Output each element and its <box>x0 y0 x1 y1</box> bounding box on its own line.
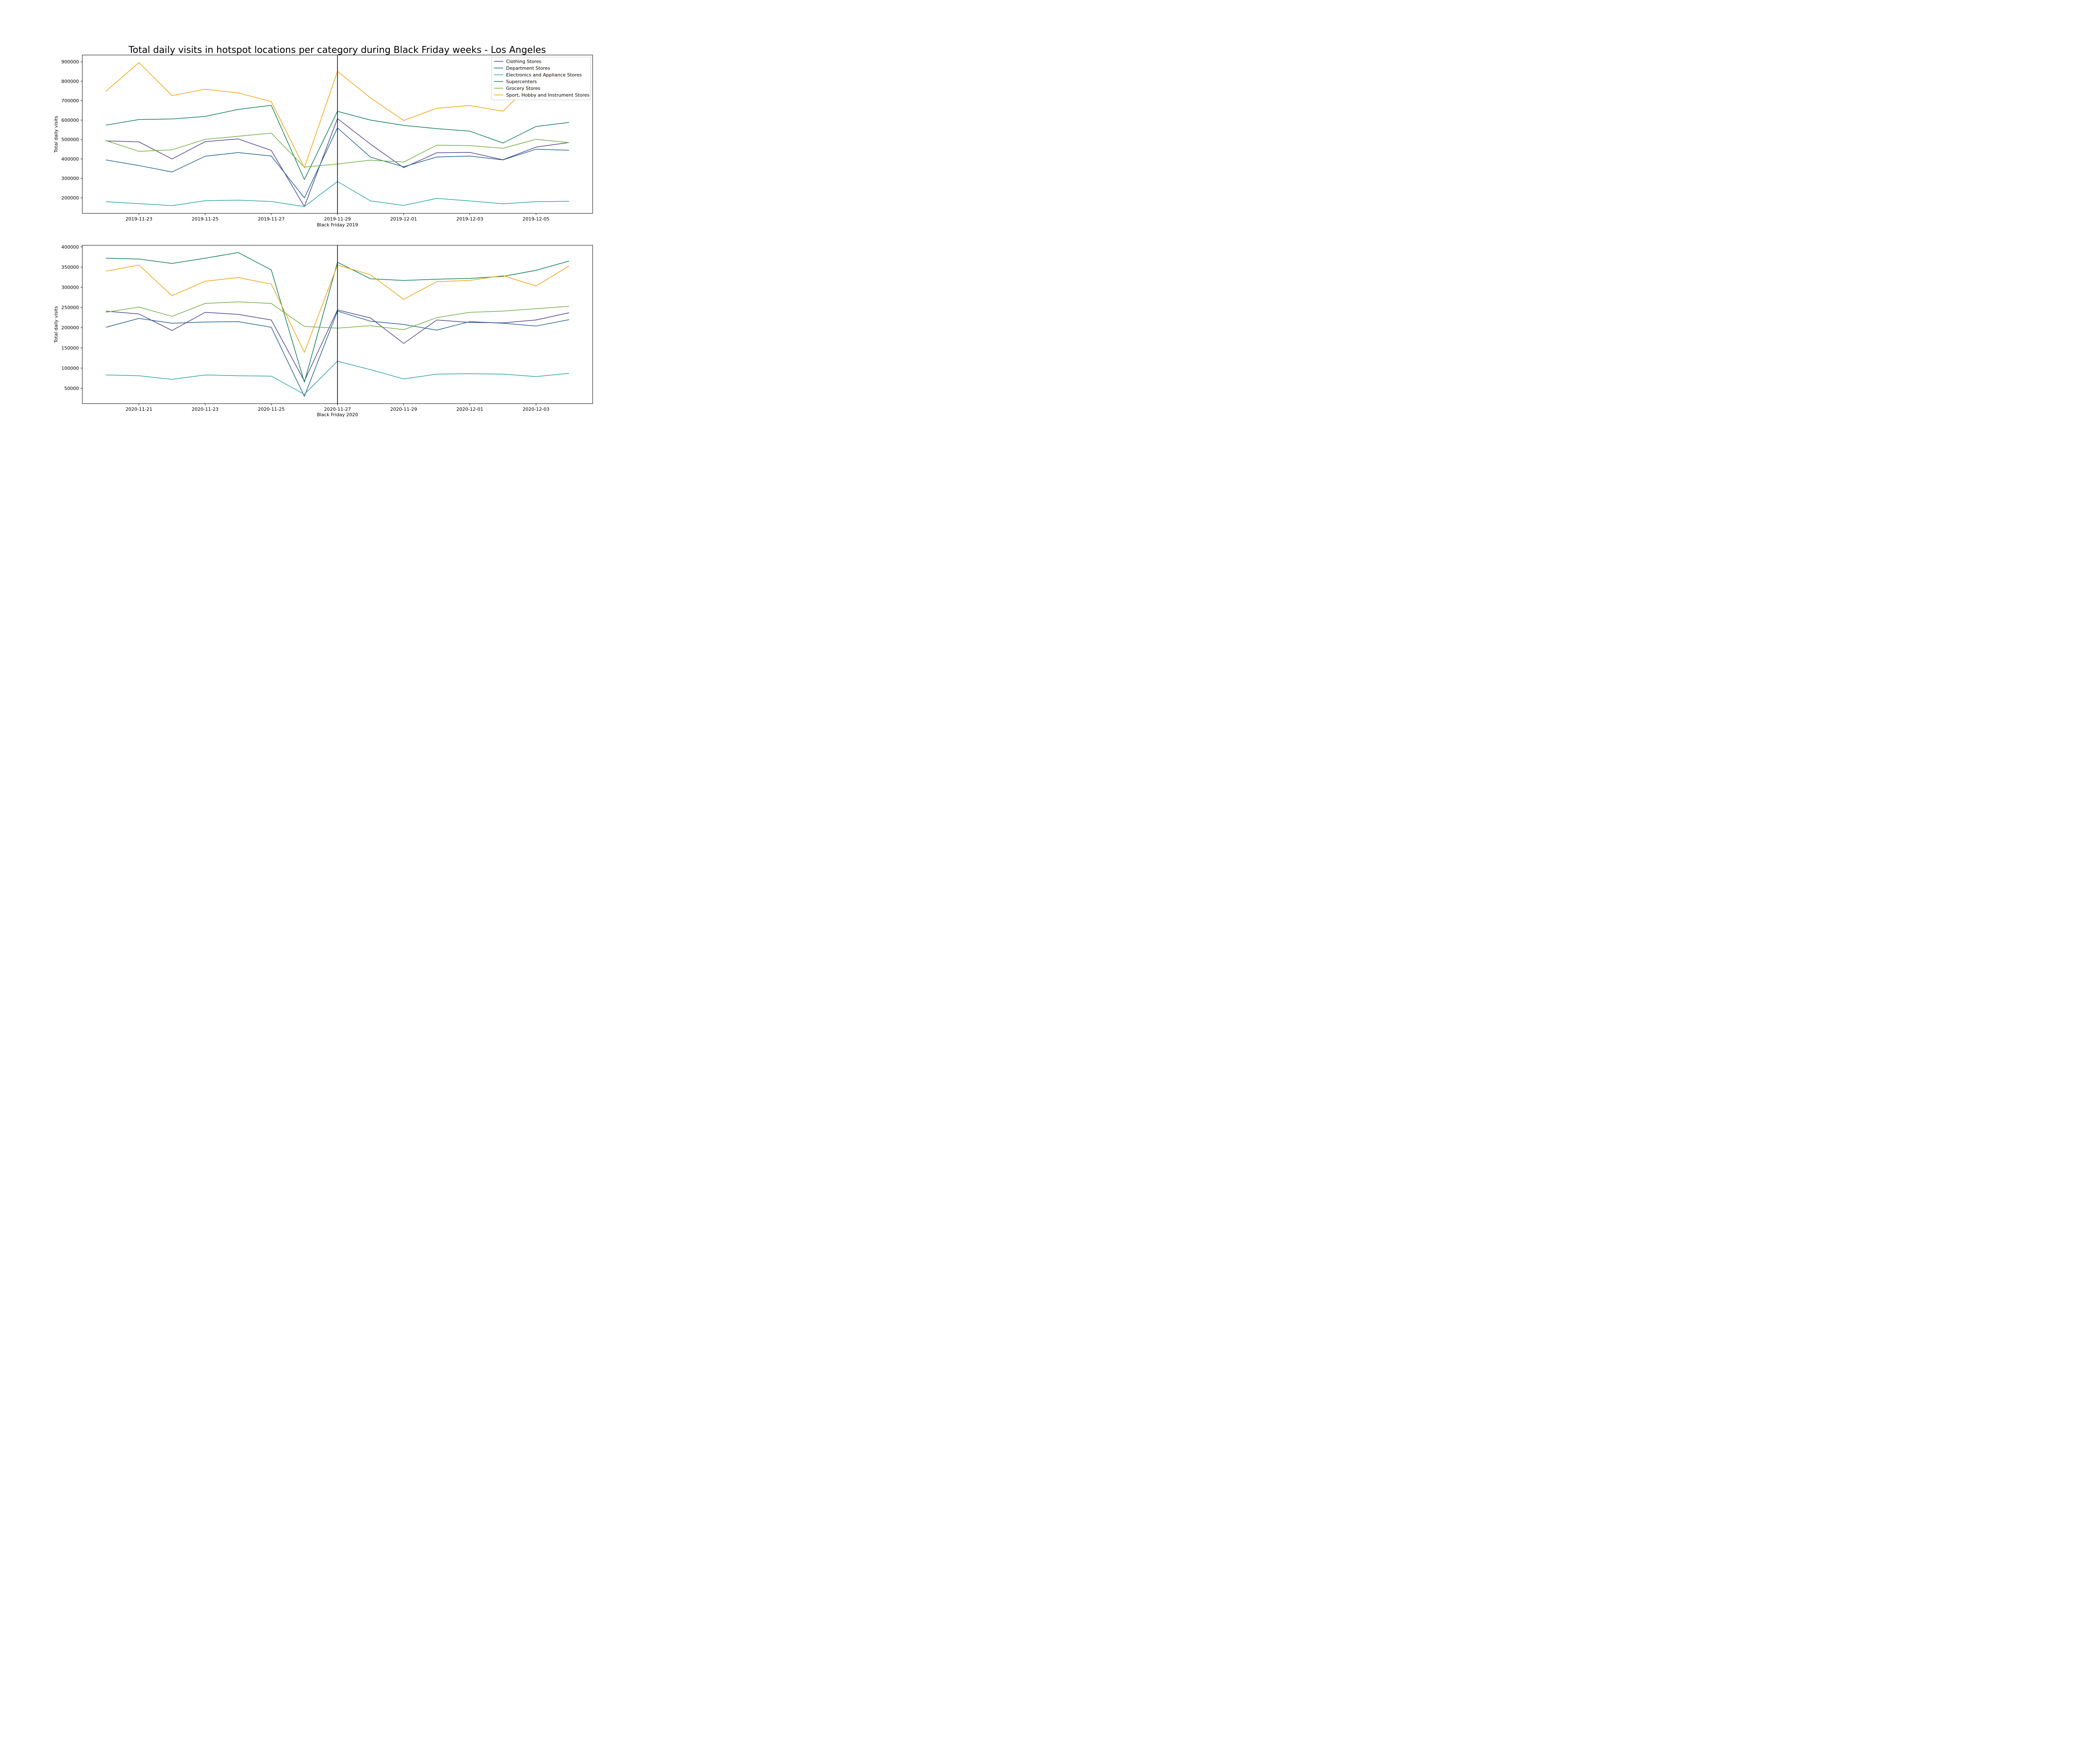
y-tick-label: 500000 <box>61 137 79 142</box>
y-tick-label: 150000 <box>61 345 79 351</box>
x-tick-label: 2020-11-21 <box>126 407 152 412</box>
y-tick-label: 100000 <box>61 365 79 371</box>
x-tick-label: 2019-12-01 <box>390 216 417 222</box>
legend-box <box>491 57 591 100</box>
y-tick-label: 700000 <box>61 98 79 104</box>
y-tick-label: 200000 <box>61 325 79 331</box>
legend-label: Sport, Hobby and Instrument Stores <box>506 92 590 98</box>
x-axis-label: Black Friday 2020 <box>317 412 358 417</box>
panel-2020: 50000 100000 150000 200000 250000 300000 35000… <box>53 244 593 417</box>
y-tick-label: 600000 <box>61 118 79 123</box>
x-tick-label: 2020-11-27 <box>324 407 351 412</box>
y-tick-label: 50000 <box>64 386 79 391</box>
legend: Clothing Stores Department StoresElectron… <box>491 57 591 100</box>
x-tick-label: 2019-12-05 <box>522 216 549 222</box>
x-tick-label: 2019-11-23 <box>126 216 152 222</box>
x-tick-label: 2020-11-23 <box>192 407 218 412</box>
y-axis-label: Total daily visits <box>53 306 59 344</box>
legend-label: Department Stores <box>506 66 550 71</box>
legend-label: Grocery Stores <box>506 86 541 91</box>
x-tick-label: 2020-11-25 <box>258 407 285 412</box>
legend-label: Clothing Stores <box>506 59 541 64</box>
y-tick-label: 400000 <box>61 156 79 162</box>
x-tick-label: 2019-11-25 <box>192 216 218 222</box>
y-tick-label: 300000 <box>61 285 79 290</box>
x-tick-label: 2020-11-29 <box>390 407 417 412</box>
legend-label: Supercenters <box>506 79 537 84</box>
y-tick-label: 200000 <box>61 195 79 201</box>
y-tick-label: 800000 <box>61 79 79 84</box>
chart-title: Total daily visits in hotspot locations … <box>128 45 546 55</box>
legend-label: Electronics and Appliance Stores <box>506 72 582 78</box>
panel-2019: 200000 300000 400000 500000 600000 700000 8000… <box>53 55 593 228</box>
x-axis-label: Black Friday 2019 <box>317 222 358 228</box>
x-tick-label: 2019-11-29 <box>324 216 351 222</box>
x-tick-label: 2019-11-27 <box>258 216 285 222</box>
y-tick-label: 300000 <box>61 176 79 181</box>
y-tick-label: 350000 <box>61 265 79 270</box>
x-tick-label: 2020-12-03 <box>522 407 549 412</box>
x-tick-label: 2019-12-03 <box>457 216 483 222</box>
y-tick-label: 400000 <box>61 244 79 250</box>
x-tick-label: 2020-12-01 <box>457 407 483 412</box>
y-axis-label: Total daily visits <box>53 116 59 153</box>
y-tick-label: 900000 <box>61 59 79 65</box>
y-tick-label: 250000 <box>61 305 79 310</box>
figure: Total daily visits in hotspot locations … <box>53 45 593 417</box>
